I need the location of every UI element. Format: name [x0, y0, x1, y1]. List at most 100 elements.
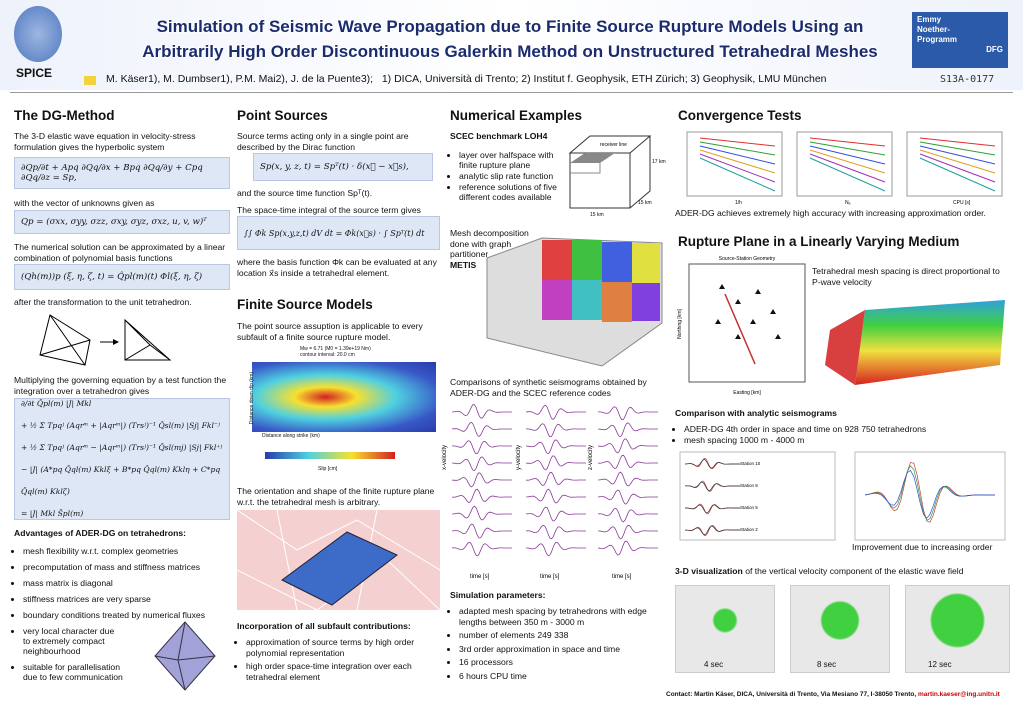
text-line: partitioner [450, 249, 489, 259]
slip-map [252, 362, 436, 432]
text: and the source time function Spᵀ(t). [237, 188, 373, 198]
list-item: adapted mesh spacing by tetrahedrons wit… [459, 606, 671, 627]
authors-line: M. Käser1), M. Dumbser1), P.M. Mai2), J.… [106, 73, 827, 85]
title-line: Simulation of Seismic Wave Propagation d… [156, 17, 864, 36]
text: of the vertical velocity component of th… [745, 566, 964, 576]
velocity-mesh [825, 300, 1005, 385]
text: The orientation and shape of the finite … [237, 486, 435, 507]
convergence-line [809, 149, 886, 174]
contact: Contact: Martin Käser, DICA, Università … [666, 691, 1000, 698]
trace [597, 422, 658, 438]
axis-label: Distance along strike (km) [262, 433, 320, 439]
box-label: 15 km [590, 212, 604, 218]
list-item: analytic slip rate function [459, 171, 567, 181]
text: The point source assuption is applicable… [237, 321, 423, 342]
trace [525, 488, 586, 504]
loh4-box: receiver line 15 km 15 km 17 km [568, 135, 666, 218]
convergence-line [919, 145, 996, 165]
logo-text: Noether- [917, 25, 950, 34]
caption: ADER-DG achieves extremely high accuracy… [675, 208, 986, 218]
station-label: Station 2 [740, 527, 758, 532]
list-item: 6 hours CPU time [459, 671, 671, 682]
logo-text: Programm [917, 35, 958, 44]
heading: The DG-Method [14, 108, 115, 123]
list-item: precomputation of mass and stiffness mat… [23, 562, 233, 572]
caption: Improvement due to increasing order [852, 542, 993, 552]
subheading: Simulation parameters: [450, 590, 546, 600]
heading: Rupture Plane in a Linearly Varying Medi… [678, 234, 960, 249]
title: Simulation of Seismic Wave Propagation d… [80, 14, 940, 64]
convergence-line [919, 141, 996, 156]
equation-line: − |J| (A*pq Q̂ql(m) Kklξ + B*pq Q̂ql(m) … [21, 465, 221, 496]
box-label: receiver line [600, 142, 627, 148]
axis-label: time [s] [612, 574, 632, 580]
text: Source terms acting only in a single poi… [237, 131, 409, 152]
trace [864, 469, 995, 519]
equation: Sp(x, y, z, t) = Spᵀ(t) · δ(x⃗ − x⃗s), [253, 153, 433, 181]
snapshot-label: 8 sec [817, 660, 837, 669]
subheading: Incorporation of all subfault contributi… [237, 621, 411, 631]
convergence-line [809, 153, 886, 183]
convergence-line [699, 153, 776, 183]
trace [685, 481, 740, 491]
convergence-line [919, 149, 996, 174]
list-item: suitable for parallelisation due to few … [23, 662, 133, 682]
text-line: Mesh decomposition [450, 228, 529, 238]
affiliations: 1) DICA, Università di Trento; 2) Instit… [381, 73, 827, 85]
list-item: mesh flexibility w.r.t. complex geometri… [23, 546, 233, 556]
logo-left [14, 6, 62, 62]
heading: Convergence Tests [678, 108, 802, 123]
trace [452, 440, 512, 455]
trace [597, 471, 658, 487]
list-item: ADER-DG 4th order in space and time on 9… [684, 424, 1014, 434]
comparison-seismograms: Station 10 Station 8 Station 5 Station 2 [679, 451, 1006, 541]
convergence-line [699, 149, 776, 174]
convergence-line [919, 137, 996, 147]
list-item: approximation of source terms by high or… [246, 637, 446, 658]
trace [526, 423, 586, 438]
snapshot: 12 sec [905, 585, 1010, 673]
axis-label: 1/h [735, 200, 742, 206]
octahedron [154, 621, 216, 691]
convergence-line [809, 137, 886, 147]
station-label: Station 10 [740, 461, 761, 466]
trace [451, 421, 512, 438]
pointer-icon [84, 76, 96, 85]
list: mesh flexibility w.r.t. complex geometri… [14, 546, 233, 685]
convergence-plots: 1/h Nₑ CPU [s] [686, 131, 1003, 206]
trace [597, 524, 658, 540]
seismograms: x-velocity y-velocity z-velocity time [s… [442, 404, 658, 580]
trace [451, 488, 512, 503]
figure-title-line: Mw = 6.71 (M0 = 1.39e+19 Nm) [300, 346, 371, 352]
snapshot-label: 12 sec [928, 660, 952, 669]
mesh-figure [237, 510, 440, 610]
convergence-line [699, 145, 776, 165]
axis-label: y-velocity [516, 445, 522, 470]
equation: Qp = (σxx, σyy, σzz, σxy, σyz, σxz, u, v… [14, 210, 230, 234]
subheading: Comparison with analytic seismograms [675, 408, 837, 418]
tetra-figure [39, 314, 172, 366]
authors: M. Käser1), M. Dumbser1), P.M. Mai2), J.… [106, 73, 374, 85]
list: ADER-DG 4th order in space and time on 9… [675, 424, 1014, 448]
text: The space-time integral of the source te… [237, 205, 421, 215]
list-item: number of elements 249 338 [459, 630, 671, 641]
list-item: mass matrix is diagonal [23, 578, 233, 588]
trace [525, 455, 586, 471]
box-label: 17 km [652, 159, 666, 165]
figure-title-line: contour interval: 20.0 cm [300, 352, 355, 358]
heading: Numerical Examples [450, 108, 583, 123]
equation-line: + ½ Σ Tpqʲ (Aqrᵐ + |Aqrᵐ|) (Trsʲ)⁻¹ Q̂sl… [21, 421, 220, 430]
axis-label: Northing [km] [677, 309, 683, 339]
equation-line: ∂/∂t Q̂pl(m) |J| Mkl [21, 399, 92, 408]
axis-label: Nₑ [845, 200, 851, 206]
station-label: Station 5 [740, 505, 758, 510]
logo-left-text: SPICE [16, 66, 53, 80]
box-label: 15 km [638, 200, 652, 206]
list-item: very local character due to extremely co… [23, 626, 123, 656]
email[interactable]: martin.kaeser@ing.unitn.it [918, 691, 1000, 698]
geometry-plot: Source-Station Geometry Easting [km] Nor… [677, 256, 806, 396]
trace [684, 525, 740, 536]
convergence-line [919, 157, 996, 192]
trace [597, 507, 658, 523]
